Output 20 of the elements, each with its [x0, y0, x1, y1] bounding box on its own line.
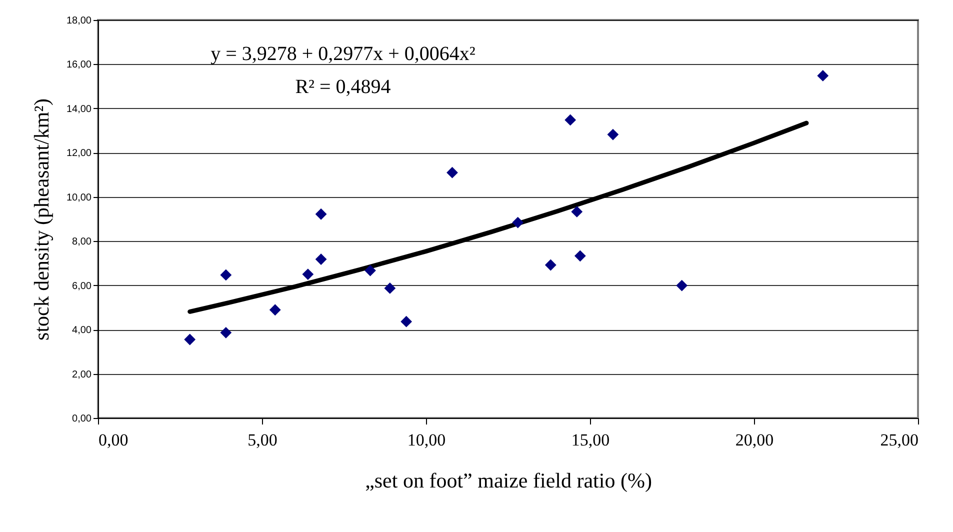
y-tick-label: 8,00	[72, 236, 92, 248]
x-tick-label: 10,00	[407, 430, 446, 450]
y-tick-label: 0,00	[72, 414, 92, 424]
annotation: y = 3,9278 + 0,2977x + 0,0064x²	[210, 43, 476, 65]
y-axis-title: stock density (pheasant/km²)	[29, 98, 54, 340]
y-tick-label: 10,00	[66, 192, 92, 204]
x-tick-label: 25,00	[880, 430, 918, 450]
x-axis-title: „set on foot” maize field ratio (%)	[365, 468, 652, 492]
y-tick-label: 18,00	[66, 16, 92, 26]
x-tick-label: 5,00	[248, 430, 278, 450]
x-tick-label: 0,00	[98, 430, 128, 450]
y-tick-label: 14,00	[66, 104, 92, 115]
x-tick-label: 20,00	[735, 430, 774, 450]
y-tick-label: 16,00	[66, 60, 92, 71]
y-tick-label: 2,00	[72, 369, 92, 380]
annotation: R² = 0,4894	[295, 76, 391, 98]
y-tick-label: 12,00	[66, 148, 92, 160]
y-tick-label: 4,00	[72, 325, 92, 336]
x-tick-label: 15,00	[571, 430, 610, 450]
y-tick-label: 6,00	[72, 280, 92, 292]
